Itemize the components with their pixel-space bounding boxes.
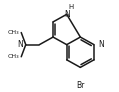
Text: CH₃: CH₃ bbox=[8, 30, 20, 35]
Text: Br: Br bbox=[76, 81, 84, 90]
Text: N: N bbox=[99, 40, 104, 49]
Text: H: H bbox=[69, 4, 74, 10]
Text: CH₃: CH₃ bbox=[8, 54, 20, 59]
Text: N: N bbox=[64, 10, 70, 19]
Text: N: N bbox=[17, 40, 23, 49]
